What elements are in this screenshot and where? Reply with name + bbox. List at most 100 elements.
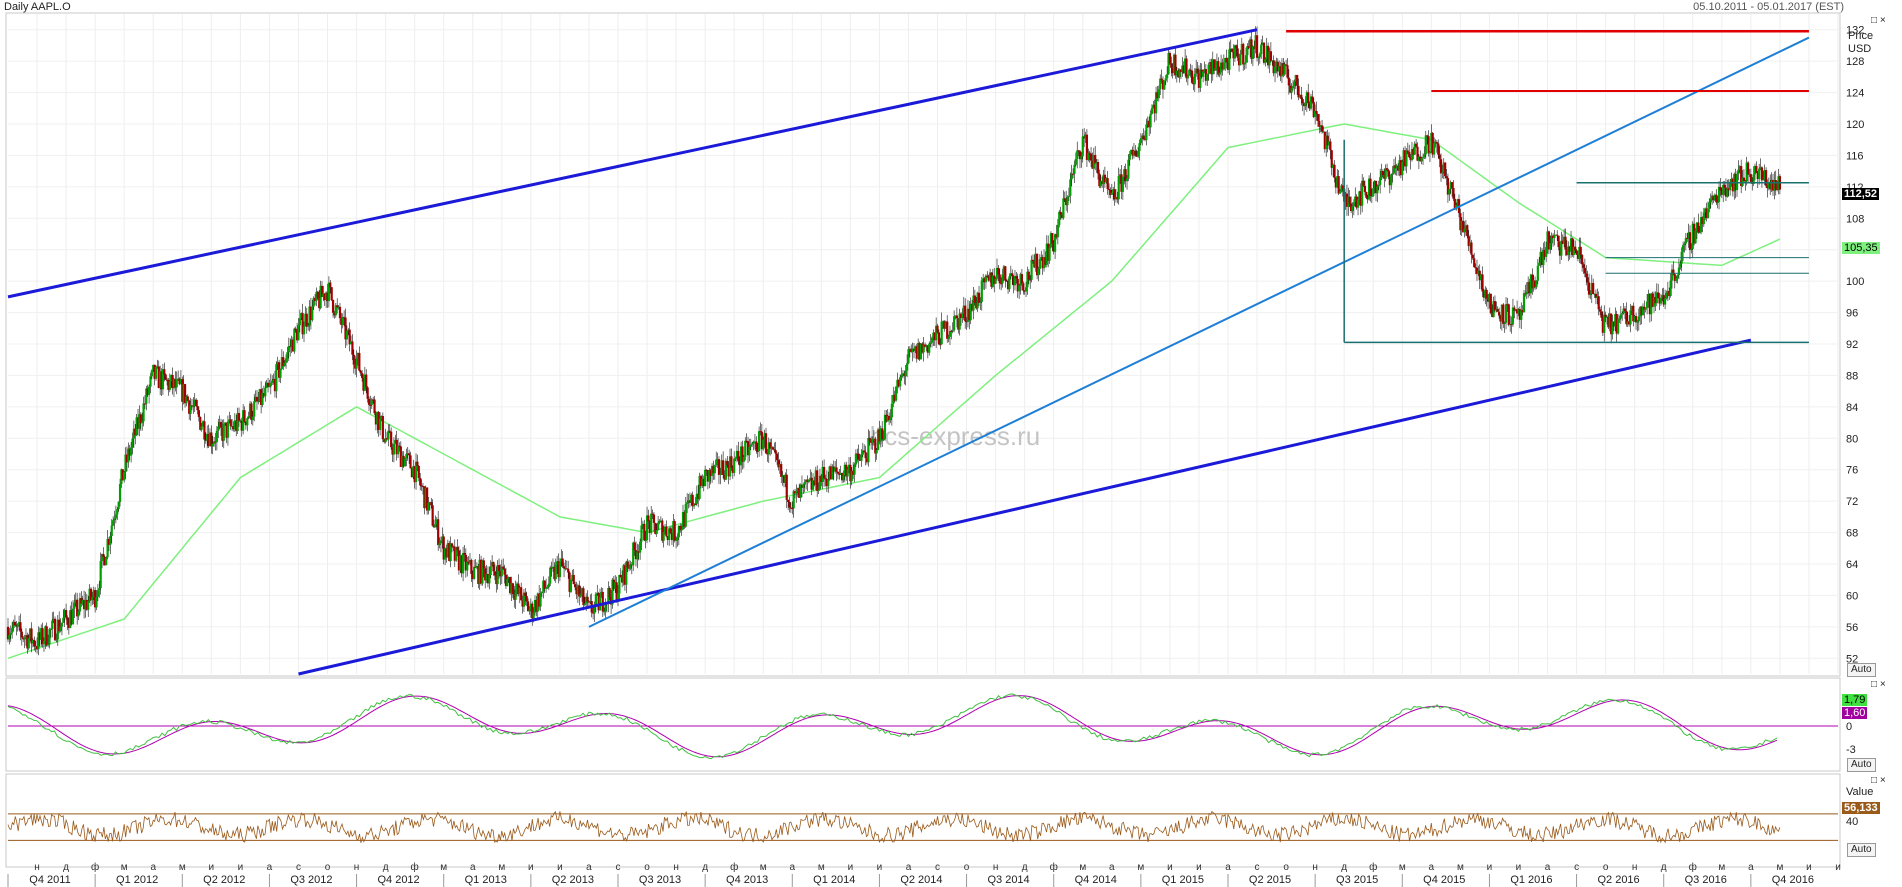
- candle-body: [745, 440, 748, 442]
- candle-body: [383, 439, 386, 443]
- candle-body: [717, 459, 721, 475]
- candle-body: [81, 599, 84, 604]
- candle-body: [110, 525, 113, 537]
- candle-body: [702, 478, 705, 487]
- candle-body: [1640, 306, 1643, 315]
- candle-body: [791, 508, 794, 510]
- candle-body: [1734, 173, 1737, 191]
- candle-body: [980, 280, 983, 302]
- candle-body: [304, 313, 307, 327]
- candle-body: [11, 628, 14, 633]
- candle-body: [210, 432, 213, 447]
- candle-body: [1615, 314, 1618, 334]
- candle-body: [673, 521, 676, 541]
- main-panel-close-icon[interactable]: □ ×: [1871, 15, 1886, 26]
- candle-body: [460, 555, 463, 574]
- candle-body: [103, 556, 106, 566]
- price-tick-label: 88: [1846, 370, 1858, 382]
- candle-body: [1543, 250, 1546, 257]
- candle-body: [1258, 54, 1261, 58]
- macd-auto-button[interactable]: Auto: [1847, 758, 1876, 772]
- candle-body: [749, 444, 752, 447]
- candle-body: [972, 295, 975, 311]
- candle-body: [975, 303, 978, 309]
- candle-body: [1070, 173, 1073, 180]
- candle-body: [1399, 160, 1403, 176]
- macd-tick-zero: 0: [1846, 721, 1853, 733]
- candle-body: [42, 641, 46, 645]
- month-label: н: [1632, 862, 1638, 873]
- candle-body: [1762, 179, 1765, 181]
- candle-body: [798, 487, 801, 498]
- candle-body: [626, 561, 629, 568]
- quarter-label: Q2 2013: [552, 874, 594, 886]
- candle-body: [973, 295, 976, 304]
- candle-body: [109, 536, 112, 545]
- candle-body: [164, 374, 167, 380]
- candle-body: [615, 582, 618, 601]
- candle-body: [1124, 169, 1127, 182]
- quarter-label: Q3 2015: [1336, 874, 1378, 886]
- candle-body: [1088, 152, 1091, 154]
- candle-body: [99, 561, 102, 589]
- candle-body: [361, 373, 364, 378]
- candle-body: [172, 378, 176, 389]
- candle-body: [954, 315, 957, 317]
- candle-body: [853, 464, 856, 475]
- candle-body: [1041, 257, 1044, 269]
- candle-body: [272, 378, 275, 381]
- rsi-auto-button[interactable]: Auto: [1847, 843, 1876, 857]
- candle-body: [648, 521, 651, 533]
- candle-body: [637, 551, 640, 553]
- candle-body: [770, 447, 773, 449]
- candle-body: [777, 460, 780, 468]
- candle-body: [1705, 208, 1708, 219]
- candle-body: [1583, 267, 1586, 274]
- candle-body: [1314, 110, 1317, 118]
- candle-body: [17, 622, 21, 625]
- candle-body: [1246, 46, 1249, 56]
- macd-panel-close-icon[interactable]: □ ×: [1871, 679, 1886, 690]
- candle-body: [1276, 61, 1279, 72]
- candle-body: [1011, 273, 1014, 277]
- candle-body: [1766, 185, 1769, 189]
- candle-body: [1171, 67, 1174, 74]
- price-tick-label: 128: [1846, 56, 1864, 68]
- quarter-label: Q3 2013: [639, 874, 681, 886]
- candle-body: [668, 528, 671, 540]
- candle-body: [1210, 62, 1213, 75]
- candle-body: [58, 619, 61, 632]
- price-tick-label: 100: [1846, 276, 1864, 288]
- candle-body: [295, 330, 299, 341]
- candle-body: [825, 479, 828, 487]
- candle-body: [1217, 61, 1220, 75]
- candle-body: [486, 574, 490, 584]
- candle-body: [997, 267, 1000, 275]
- month-label: а: [586, 862, 592, 873]
- candle-body: [71, 608, 75, 625]
- candle-body: [1117, 176, 1120, 200]
- month-label: м: [1137, 862, 1144, 873]
- candle-body: [650, 513, 653, 533]
- candle-body: [1439, 159, 1443, 174]
- candle-body: [1121, 176, 1124, 192]
- candle-body: [356, 352, 360, 359]
- candle-body: [930, 337, 934, 343]
- price-tick-label: 76: [1846, 465, 1858, 477]
- candle-body: [1752, 174, 1755, 184]
- main-auto-button[interactable]: Auto: [1847, 663, 1876, 677]
- candle-body: [403, 458, 407, 467]
- candle-body: [1699, 217, 1703, 233]
- candle-body: [1262, 42, 1266, 63]
- rsi-panel-close-icon[interactable]: □ ×: [1871, 775, 1886, 786]
- candle-body: [1174, 54, 1177, 76]
- candle-body: [207, 434, 210, 447]
- candle-body: [517, 583, 520, 594]
- candle-body: [135, 417, 138, 436]
- candle-body: [520, 587, 523, 601]
- month-label: м: [818, 862, 825, 873]
- candle-body: [1334, 177, 1337, 188]
- quarter-label: Q1 2014: [813, 874, 855, 886]
- candle-body: [1065, 198, 1068, 206]
